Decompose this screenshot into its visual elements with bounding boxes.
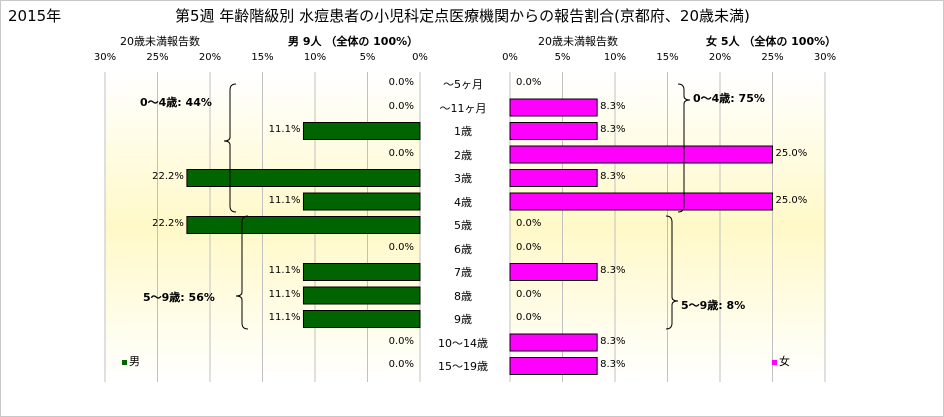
age-category-label: 9歳 [454,313,472,326]
female-data-label: 8.3% [600,100,626,112]
male-bar [302,286,421,305]
male-bar [302,310,421,328]
female-brace-5-9 [665,215,679,330]
age-category-label: ～11ヶ月 [439,101,487,115]
female-tick-label: 20% [708,52,732,63]
male-data-label: 22.2% [152,171,184,182]
female-bar [509,169,598,187]
male-tick-label: 25% [146,52,169,63]
male-data-label: 0.0% [388,241,414,253]
male-subtitle: 男 9人 （全体の 100%） [288,35,419,48]
male-tick-label: 30% [93,52,117,63]
age-category-label: 1歳 [454,125,472,138]
female-data-label: 0.0% [516,312,542,323]
female-tick-label: 0% [502,52,518,63]
male-annotation-0-4: 0～4歳: 44% [140,96,212,109]
female-data-label: 0.0% [516,288,542,300]
age-category-label: 6歳 [454,242,472,256]
female-tick-label: 30% [813,52,837,63]
male-data-label: 11.1% [268,265,301,276]
male-tick-label: 10% [303,52,327,63]
male-bar [302,192,421,211]
female-bar [509,333,598,352]
male-data-label: 11.1% [268,312,301,323]
female-data-label: 0.0% [516,77,542,88]
female-data-label: 0.0% [516,241,542,253]
female-tick-label: 25% [761,52,784,63]
year-label: 2015年 [8,7,62,25]
female-annotation-0-4: 0～4歳: 75% [693,92,765,105]
male-bar [302,263,421,281]
female-bar [509,263,598,281]
age-category-label: 2歳 [454,148,472,162]
male-tick-label: 20% [198,52,222,63]
female-brace-0-4 [677,83,691,213]
female-data-label: 0.0% [516,218,542,229]
age-category-label: ～5ヶ月 [443,78,483,91]
male-data-label: 0.0% [388,147,414,159]
female-tick-label: 5% [554,52,571,63]
male-bar [186,169,421,187]
female-bar [509,192,773,211]
female-bar [509,145,773,164]
female-legend-label: 女 [779,355,790,368]
age-category-label: 4歳 [454,195,472,209]
male-brace-5-9 [235,215,249,330]
female-bar [509,98,598,117]
female-subtitle: 女 5人 （全体の 100%） [706,35,837,48]
male-bar [186,216,421,234]
male-bar [302,122,421,140]
female-data-label: 25.0% [775,194,808,206]
male-data-label: 0.0% [388,359,414,370]
male-legend: 男 [122,353,140,369]
age-category-label: 15～19歳 [438,360,488,373]
female-bar [509,122,598,140]
female-data-label: 8.3% [600,335,626,347]
female-annotation-5-9: 5～9歳: 8% [681,299,746,312]
female-legend: 女 [772,353,790,369]
chart-title: 第5週 年齢階級別 水痘患者の小児科定点医療機関からの報告割合(京都府、20歳未… [175,7,750,25]
female-axis-label: 20歳未満報告数 [538,35,618,48]
age-category-label: 8歳 [454,289,472,303]
female-data-label: 8.3% [600,265,626,276]
female-tick-label: 15% [656,52,679,63]
male-tick-label: 0% [412,52,428,63]
male-data-label: 0.0% [388,335,414,347]
female-tick-label: 10% [603,52,627,63]
male-tick-label: 5% [359,52,376,63]
female-data-label: 8.3% [600,171,626,182]
age-category-label: 5歳 [454,219,472,232]
male-legend-swatch [122,359,127,365]
age-category-label: 10～14歳 [438,336,488,350]
age-category-label: 3歳 [454,172,472,185]
male-data-label: 22.2% [152,218,184,229]
male-data-label: 11.1% [268,194,301,206]
male-axis-label: 20歳未満報告数 [120,35,200,48]
male-annotation-5-9: 5～9歳: 56% [143,291,215,304]
female-legend-swatch [772,359,777,365]
male-brace-0-4 [223,83,237,213]
female-data-label: 25.0% [775,147,808,159]
age-category-label: 7歳 [454,266,472,279]
male-data-label: 0.0% [388,100,414,112]
male-tick-label: 15% [251,52,274,63]
male-data-label: 11.1% [268,124,301,135]
female-bar [509,357,598,375]
male-legend-label: 男 [129,355,140,368]
male-data-label: 0.0% [388,77,414,88]
female-data-label: 8.3% [600,359,626,370]
female-data-label: 8.3% [600,124,626,135]
male-data-label: 11.1% [268,288,301,300]
